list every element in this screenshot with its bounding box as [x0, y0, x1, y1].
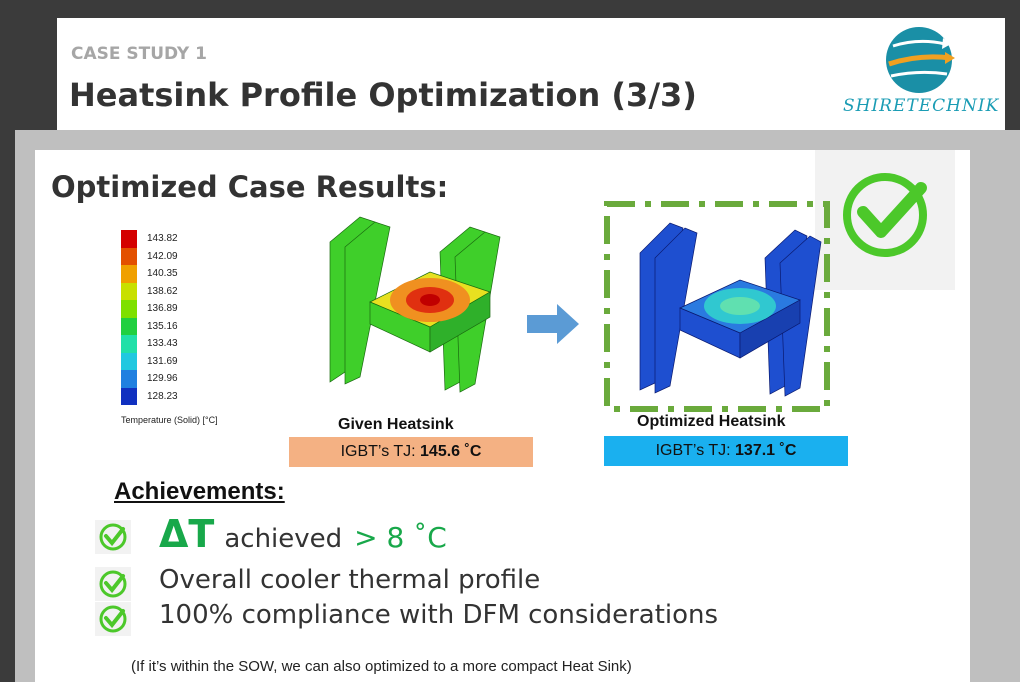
legend-tick: 136.89: [147, 303, 178, 314]
achievement-text: Overall cooler thermal profile: [159, 565, 541, 595]
legend-swatch: [121, 247, 137, 265]
tj-label: IGBT’s TJ:: [655, 442, 731, 459]
legend-swatch: [121, 387, 137, 405]
check-icon: [95, 520, 131, 554]
achievement-text: 100% compliance with DFM considerations: [159, 600, 719, 630]
legend-swatch: [121, 317, 137, 335]
tj-value: 137.1 ˚C: [735, 442, 797, 459]
logo-text: SHIRETECHNIK: [843, 96, 1000, 116]
logo-icon: [886, 27, 955, 93]
legend-swatch: [121, 265, 137, 283]
delta-symbol: ΔT: [159, 512, 215, 556]
optimized-frame: [604, 201, 830, 412]
footnote: (If it’s within the SOW, we can also opt…: [131, 658, 632, 675]
legend-swatch: [121, 335, 137, 353]
given-heatsink-image: [329, 216, 501, 393]
legend-tick: 138.62: [147, 285, 178, 297]
achievements-title: Achievements:: [114, 478, 285, 505]
legend-swatch: [121, 352, 137, 370]
optimized-heatsink-image: [639, 222, 822, 397]
legend-tick: 140.35: [147, 268, 178, 279]
tj-label: IGBT’s TJ:: [340, 443, 416, 460]
legend-swatch: [121, 300, 137, 318]
legend-tick: 131.69: [147, 355, 178, 367]
optimized-tj: IGBT’s TJ: 137.1 ˚C: [604, 436, 848, 466]
achievement: 100% compliance with DFM considerations: [159, 600, 718, 630]
header: CASE STUDY 1 Heatsink Profile Optimizati…: [57, 18, 1005, 130]
highlight: > 8 ˚C: [354, 521, 447, 554]
slide-title: Heatsink Profile Optimization (3/3): [69, 76, 697, 114]
optimized-caption: Optimized Heatsink: [637, 413, 786, 430]
legend-tick: 135.16: [147, 320, 178, 332]
slide: Optimized Case Results: 143.82 142.09 140.…: [35, 150, 970, 682]
tj-value: 145.6 ˚C: [420, 443, 482, 460]
heading: Optimized Case Results:: [51, 170, 449, 204]
case-label: CASE STUDY 1: [71, 44, 207, 64]
legend-swatch: [121, 370, 137, 388]
check-icon: [95, 567, 131, 601]
check-icon: [95, 602, 131, 636]
legend-tick: 128.23: [147, 390, 178, 402]
check-badge: [815, 150, 955, 290]
achievement: ΔT achieved > 8 ˚C: [159, 512, 447, 556]
legend-tick: 143.82: [147, 233, 178, 244]
given-tj: IGBT’s TJ: 145.6 ˚C: [289, 437, 533, 467]
achievement-text: achieved: [224, 524, 343, 554]
legend-swatch: [121, 230, 137, 248]
legend-tick: 133.43: [147, 338, 178, 349]
achievement: Overall cooler thermal profile: [159, 565, 540, 595]
arrow: [527, 304, 579, 344]
given-caption: Given Heatsink: [338, 416, 454, 433]
legend-tick: 142.09: [147, 250, 178, 262]
legend-caption: Temperature (Solid) [°C]: [121, 415, 218, 425]
legend-tick: 129.96: [147, 373, 178, 384]
legend-swatch: [121, 282, 137, 300]
